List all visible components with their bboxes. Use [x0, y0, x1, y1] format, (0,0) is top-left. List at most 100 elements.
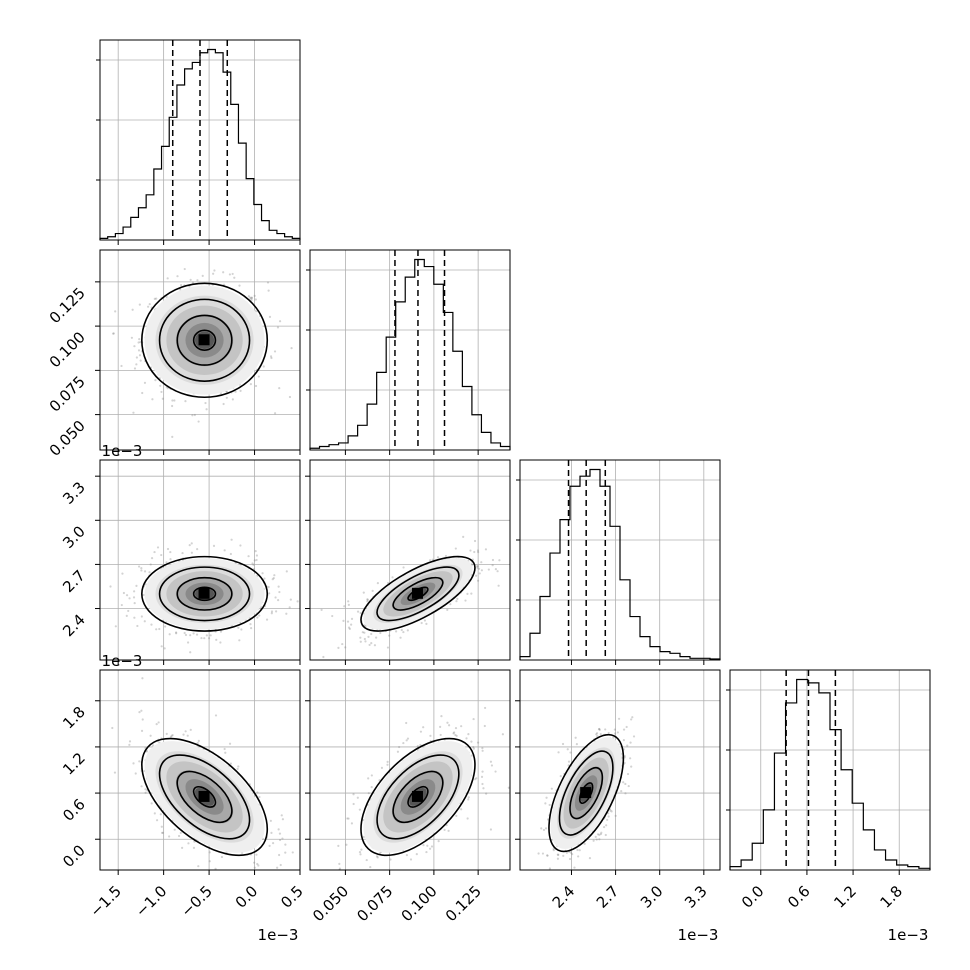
scatter-point	[470, 740, 473, 743]
scatter-point	[425, 850, 428, 854]
scatter-point	[150, 802, 153, 805]
scatter-point	[233, 276, 236, 279]
scatter-point	[272, 577, 275, 580]
density-peak	[198, 790, 210, 802]
scatter-point	[183, 631, 186, 635]
scatter-point	[474, 778, 477, 781]
scatter-point	[220, 855, 224, 859]
scatter-point	[249, 382, 252, 386]
scatter-point	[193, 413, 196, 417]
scatter-point	[489, 760, 493, 763]
scatter-point	[277, 828, 280, 831]
scatter-point	[569, 851, 573, 854]
scatter-point	[337, 844, 340, 847]
scatter-point	[426, 844, 429, 847]
scatter-point	[278, 320, 282, 323]
scatter-point	[607, 731, 610, 735]
scatter-point	[557, 853, 560, 857]
scatter-point	[222, 271, 225, 274]
scatter-point	[368, 643, 371, 647]
scatter-point	[449, 603, 452, 606]
scatter-point	[460, 808, 463, 811]
scatter-point	[565, 851, 569, 854]
scatter-point	[338, 862, 341, 865]
scatter-point	[137, 349, 141, 352]
scatter-point	[253, 294, 256, 297]
scatter-point	[497, 584, 500, 587]
scatter-point	[212, 544, 216, 547]
scatter-point	[109, 585, 112, 588]
scatter-point	[188, 544, 191, 547]
scatter-point	[588, 857, 592, 860]
scatter-point	[267, 585, 270, 589]
scatter-point	[476, 549, 480, 552]
scatter-point	[135, 356, 138, 359]
scatter-point	[425, 622, 428, 625]
scatter-point	[209, 634, 212, 637]
scatter-point	[348, 627, 351, 630]
scatter-point	[160, 390, 163, 394]
scatter-point	[576, 848, 579, 852]
scatter-point	[250, 297, 253, 300]
scatter-point	[485, 792, 488, 795]
contour-line	[578, 782, 594, 805]
scatter-point	[561, 742, 565, 746]
scatter-point	[269, 355, 273, 358]
panel-frame-p1-p2	[99, 249, 301, 451]
scatter-point	[186, 734, 189, 737]
scatter-point	[133, 590, 136, 593]
scatter-point	[402, 566, 405, 569]
panel-p3-p4	[520, 670, 720, 870]
scatter-point	[627, 784, 630, 788]
scatter-point	[356, 796, 359, 799]
scatter-point	[419, 743, 422, 747]
scatter-point	[113, 771, 117, 774]
scatter-point	[429, 734, 432, 737]
scatter-point	[255, 853, 258, 856]
scatter-point	[276, 866, 279, 869]
scatter-point	[371, 589, 374, 592]
scatter-point	[379, 631, 382, 635]
x-tick-label: 2.4	[549, 882, 579, 912]
scatter-point	[353, 897, 355, 899]
scatter-point	[276, 326, 280, 329]
scatter-point	[128, 743, 131, 746]
scatter-point	[252, 563, 255, 566]
scatter-point	[184, 399, 187, 403]
scatter-point	[610, 810, 613, 813]
scatter-point	[359, 640, 362, 643]
scatter-point	[542, 828, 546, 832]
scatter-point	[169, 735, 173, 739]
scatter-point	[456, 597, 459, 600]
scatter-point	[498, 559, 501, 562]
scatter-point	[258, 614, 261, 617]
scatter-point	[595, 733, 598, 736]
scatter-point	[151, 398, 154, 401]
scatter-point	[173, 399, 176, 402]
scatter-point	[347, 626, 351, 629]
scatter-point	[557, 751, 560, 754]
scatter-point	[133, 616, 136, 619]
x-tick-label: −1.5	[87, 882, 125, 920]
scatter-point	[622, 781, 625, 784]
scatter-point	[254, 550, 257, 553]
scatter-point	[464, 599, 467, 602]
scatter-point	[128, 597, 131, 600]
scatter-point	[159, 813, 162, 816]
scatter-point	[138, 354, 142, 357]
scatter-point	[352, 802, 355, 806]
scatter-point	[573, 866, 576, 869]
scatter-point	[428, 559, 432, 562]
scatter-point	[630, 718, 633, 721]
scatter-point	[144, 791, 147, 794]
scatter-point	[166, 547, 170, 551]
scatter-point	[200, 636, 203, 640]
scatter-point	[571, 852, 574, 856]
scatter-point	[296, 600, 299, 603]
scatter-point	[228, 742, 232, 745]
scatter-point	[253, 559, 256, 562]
scatter-point	[225, 396, 228, 399]
scatter-point	[613, 732, 617, 735]
scatter-point	[139, 340, 142, 344]
scatter-point	[203, 637, 206, 640]
